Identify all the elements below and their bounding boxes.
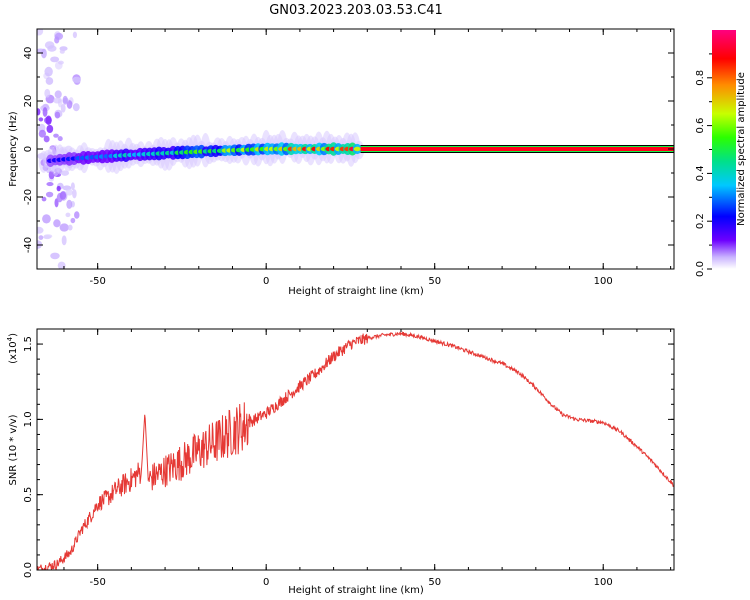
x-tick-label: 50 [428, 577, 441, 588]
heatmap-noise-cell [65, 188, 73, 196]
heatmap-noise-cell [37, 226, 44, 234]
heatmap-noise-cell [37, 48, 45, 53]
spectrogram-heatmap [37, 29, 674, 269]
heatmap-noise-cell [54, 111, 61, 119]
snr-y-multiplier: (x104) [6, 333, 19, 364]
heatmap-noise-cell [72, 103, 80, 112]
heatmap-noise-cell [59, 223, 69, 232]
colorbar-gradient [712, 30, 736, 269]
y-tick-label: 40 [23, 47, 34, 60]
y-tick-label: 0.5 [23, 487, 34, 503]
heatmap-noise-cell [60, 170, 70, 176]
snr-panel: -50 0 50 100 0.0 0.5 1.0 1.5 Height of straight… [6, 328, 675, 596]
heatmap-noise-cell [70, 217, 76, 224]
colorbar-tick-label: 0.4 [695, 165, 706, 181]
heatmap-noise-cell [42, 214, 51, 224]
x-tick-label: 100 [594, 577, 613, 588]
x-tick-label: -50 [89, 577, 105, 588]
heatmap-noise-cell [50, 56, 60, 63]
y-tick-label: 1.0 [23, 411, 34, 427]
heatmap-noise-cell [56, 185, 61, 192]
snr-x-axis-label: Height of straight line (km) [288, 585, 424, 596]
x-tick-label: 0 [263, 577, 269, 588]
heatmap-noise-cell [66, 100, 73, 109]
heatmap-noise-cell [38, 235, 44, 240]
heatmap-noise-cell [45, 77, 54, 85]
heatmap-noise-cell [53, 97, 62, 104]
colorbar-tick-label: 0.8 [695, 70, 706, 86]
heatmap-noise-cell [46, 182, 54, 187]
y-tick-label: 0.0 [23, 562, 34, 578]
heatmap-noise-cell [45, 115, 52, 125]
spectrogram-panel: -50 0 50 100 -40 -20 0 20 40 Height of straight … [8, 28, 675, 297]
colorbar: 0.0 0.2 0.4 0.6 0.8 Normalized spectral ampl… [695, 30, 747, 277]
colorbar-tick-label: 0.0 [695, 261, 706, 277]
heatmap-noise-cell [37, 240, 43, 249]
heatmap-band-core [360, 147, 674, 151]
spectrogram-x-axis-label: Height of straight line (km) [288, 286, 424, 297]
heatmap-noise-cell [57, 136, 63, 142]
x-tick-label: 0 [263, 276, 269, 287]
heatmap-noise-cell [70, 182, 75, 191]
heatmap-noise-cell [37, 29, 44, 36]
heatmap-noise-cell [59, 191, 67, 200]
heatmap-noise-cell [72, 76, 82, 84]
y-tick-label: 20 [23, 95, 34, 108]
heatmap-noise-cell [53, 133, 59, 138]
colorbar-tick-label: 0.6 [695, 118, 706, 134]
y-tick-label: -20 [23, 189, 34, 205]
heatmap-noise-cell [74, 211, 80, 219]
heatmap-noise-cell [41, 196, 47, 202]
heatmap-noise-cell [60, 103, 66, 113]
heatmap-noise-cell [72, 31, 78, 39]
heatmap-noise-cell [43, 234, 53, 239]
heatmap-noise-cell [66, 199, 73, 209]
heatmap-noise-cell [38, 129, 47, 138]
heatmap-noise-cell [46, 124, 54, 134]
heatmap-noise-cell [61, 235, 67, 246]
heatmap-noise-cell [62, 95, 68, 105]
colorbar-tick-label: 0.2 [695, 213, 706, 229]
colorbar-label: Normalized spectral amplitude [736, 72, 747, 226]
heatmap-noise-cell [53, 219, 61, 228]
heatmap-noise-cell [58, 60, 64, 65]
heatmap-noise-cell [67, 224, 73, 231]
heatmap-noise-cell [37, 108, 41, 116]
heatmap-noise-cell [54, 32, 64, 40]
heatmap-noise-cell [72, 189, 77, 199]
figure-title: GN03.2023.203.03.53.C41 [269, 3, 443, 18]
x-tick-label: 50 [428, 276, 441, 287]
y-tick-label: 0 [23, 146, 34, 152]
heatmap-noise-cell [65, 212, 71, 218]
heatmap-noise-cell [42, 107, 48, 117]
y-tick-label: 1.5 [23, 336, 34, 352]
heatmap-noise-cell [59, 49, 65, 54]
snr-plot-area [37, 331, 674, 570]
heatmap-noise-cell [50, 252, 60, 260]
heatmap-noise-cell [45, 191, 54, 198]
x-tick-label: 100 [594, 276, 613, 287]
heatmap-noise-cell [54, 90, 62, 99]
heatmap-ridge-cell [353, 146, 361, 152]
snr-frame [36, 328, 675, 571]
y-tick-label: -40 [23, 237, 34, 253]
colorbar-ticks: 0.0 0.2 0.4 0.6 0.8 [695, 53, 712, 277]
spectrogram-y-axis-label: Frequency (Hz) [8, 111, 19, 187]
spectrogram-ticks: -50 0 50 100 -40 -20 0 20 40 [23, 28, 674, 287]
snr-y-axis-label: SNR (10 * v/v) [8, 414, 19, 485]
heatmap-noise-cell [43, 135, 50, 143]
x-tick-label: -50 [89, 276, 105, 287]
snr-ticks: -50 0 50 100 0.0 0.5 1.0 1.5 [23, 328, 674, 588]
heatmap-noise-cell [44, 88, 51, 98]
heatmap-noise-cell [44, 66, 53, 77]
heatmap-noise-cell [38, 117, 44, 122]
snr-series-line [37, 331, 674, 570]
heatmap-noise-cell [44, 41, 55, 49]
